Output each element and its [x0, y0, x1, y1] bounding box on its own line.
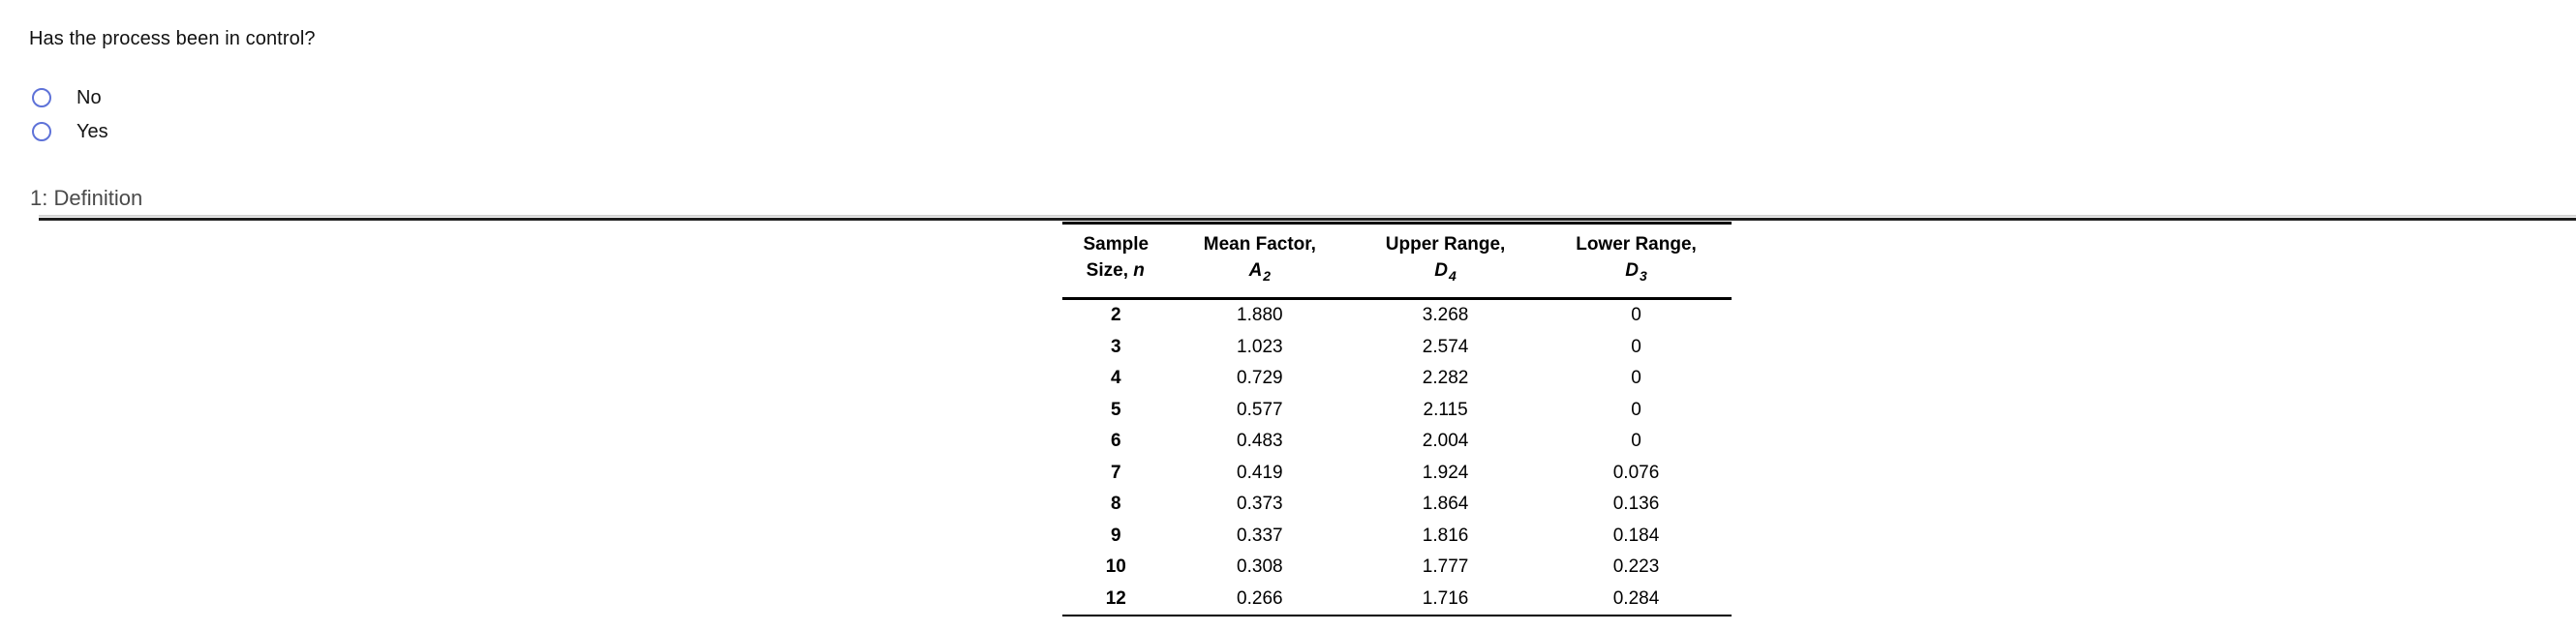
- cell-sample-size: 5: [1110, 399, 1121, 420]
- header-upper-range: Upper Range, D4: [1350, 223, 1542, 300]
- header-variable: D: [1625, 260, 1639, 281]
- header-variable: D: [1434, 260, 1449, 281]
- cell-upper-range: 2.004: [1422, 431, 1469, 451]
- header-line1: Upper Range,: [1385, 234, 1506, 255]
- cell-sample-size: 10: [1105, 556, 1126, 577]
- cell-lower-range: 0: [1631, 305, 1641, 325]
- header-line2: D3: [1541, 257, 1732, 289]
- cell-mean-factor: 0.577: [1237, 399, 1283, 420]
- cell-mean-factor: 0.308: [1237, 556, 1283, 577]
- table-row: 8 0.373 1.864 0.136: [1062, 489, 1732, 521]
- header-variable: A: [1248, 260, 1263, 281]
- table-row: 7 0.419 1.924 0.076: [1062, 458, 1732, 490]
- table-row: 3 1.023 2.574 0: [1062, 332, 1732, 364]
- table-row: 12 0.266 1.716 0.284: [1062, 584, 1732, 616]
- table-row: 5 0.577 2.115 0: [1062, 395, 1732, 427]
- cell-lower-range: 0: [1631, 368, 1641, 388]
- radio-option-no[interactable]: No: [32, 87, 102, 108]
- cell-mean-factor: 0.729: [1237, 368, 1283, 388]
- header-line1: Lower Range,: [1576, 234, 1697, 255]
- cell-lower-range: 0.223: [1612, 556, 1660, 577]
- cell-mean-factor: 0.483: [1237, 431, 1283, 451]
- header-subscript: 4: [1449, 268, 1457, 284]
- cell-sample-size: 8: [1110, 494, 1121, 514]
- cell-sample-size: 3: [1110, 336, 1121, 357]
- cell-mean-factor: 1.023: [1237, 336, 1283, 357]
- cell-lower-range: 0: [1631, 336, 1641, 357]
- section-divider-highlight: [39, 215, 2576, 217]
- section-divider-line: [39, 218, 2576, 221]
- cell-sample-size: 6: [1110, 431, 1121, 451]
- header-prefix: Size,: [1086, 260, 1134, 281]
- cell-upper-range: 3.268: [1422, 305, 1469, 325]
- radio-button-no[interactable]: [32, 88, 51, 107]
- cell-upper-range: 2.574: [1422, 336, 1469, 357]
- table-row: 4 0.729 2.282 0: [1062, 363, 1732, 395]
- cell-lower-range: 0: [1631, 431, 1641, 451]
- header-sample-size: Sample Size, n: [1062, 223, 1170, 300]
- table-header: Sample Size, n Mean Factor, A2 Upper Ran…: [1062, 223, 1732, 300]
- radio-option-yes[interactable]: Yes: [32, 121, 108, 142]
- cell-lower-range: 0.076: [1612, 462, 1660, 483]
- cell-sample-size: 12: [1105, 587, 1126, 609]
- cell-mean-factor: 0.337: [1237, 525, 1283, 546]
- cell-mean-factor: 0.373: [1237, 494, 1283, 514]
- cell-sample-size: 2: [1110, 305, 1121, 325]
- cell-upper-range: 1.924: [1422, 462, 1469, 483]
- table-row: 10 0.308 1.777 0.223: [1062, 552, 1732, 584]
- header-line2: D4: [1350, 257, 1541, 289]
- cell-sample-size: 4: [1110, 368, 1121, 388]
- header-lower-range: Lower Range, D3: [1541, 223, 1732, 300]
- cell-upper-range: 1.816: [1422, 525, 1469, 546]
- header-line2: A2: [1170, 257, 1351, 289]
- radio-label-yes[interactable]: Yes: [77, 120, 108, 142]
- cell-mean-factor: 0.266: [1237, 587, 1283, 609]
- header-mean-factor: Mean Factor, A2: [1169, 223, 1351, 300]
- cell-sample-size: 9: [1110, 525, 1121, 546]
- header-variable: n: [1133, 260, 1145, 281]
- header-line1: Sample: [1083, 234, 1150, 255]
- header-subscript: 3: [1639, 268, 1647, 284]
- question-text: Has the process been in control?: [29, 28, 316, 49]
- cell-upper-range: 2.282: [1422, 368, 1469, 388]
- cell-mean-factor: 0.419: [1237, 462, 1283, 483]
- cell-lower-range: 0.284: [1612, 587, 1660, 609]
- cell-lower-range: 0.184: [1612, 525, 1660, 546]
- header-line1: Mean Factor,: [1203, 234, 1316, 255]
- cell-lower-range: 0.136: [1612, 494, 1660, 514]
- cell-sample-size: 7: [1110, 462, 1121, 483]
- table-body: 2 1.880 3.268 0 3 1.023 2.574 0 4 0.729 2.282 0 5 0.5…: [1062, 299, 1732, 616]
- table-header-row: Sample Size, n Mean Factor, A2 Upper Ran…: [1062, 223, 1732, 300]
- control-chart-factors-table: Sample Size, n Mean Factor, A2 Upper Ran…: [1062, 222, 1732, 616]
- header-line2: Size, n: [1062, 257, 1170, 289]
- cell-mean-factor: 1.880: [1237, 305, 1283, 325]
- cell-upper-range: 1.716: [1422, 587, 1469, 609]
- cell-upper-range: 1.777: [1422, 556, 1469, 577]
- section-title: 1: Definition: [30, 186, 143, 210]
- radio-button-yes[interactable]: [32, 122, 51, 141]
- radio-label-no[interactable]: No: [77, 86, 102, 108]
- table-row: 9 0.337 1.816 0.184: [1062, 521, 1732, 553]
- table-row: 2 1.880 3.268 0: [1062, 299, 1732, 332]
- header-subscript: 2: [1263, 268, 1272, 284]
- table-row: 6 0.483 2.004 0: [1062, 426, 1732, 458]
- cell-lower-range: 0: [1631, 399, 1641, 420]
- cell-upper-range: 2.115: [1423, 399, 1468, 420]
- cell-upper-range: 1.864: [1422, 494, 1469, 514]
